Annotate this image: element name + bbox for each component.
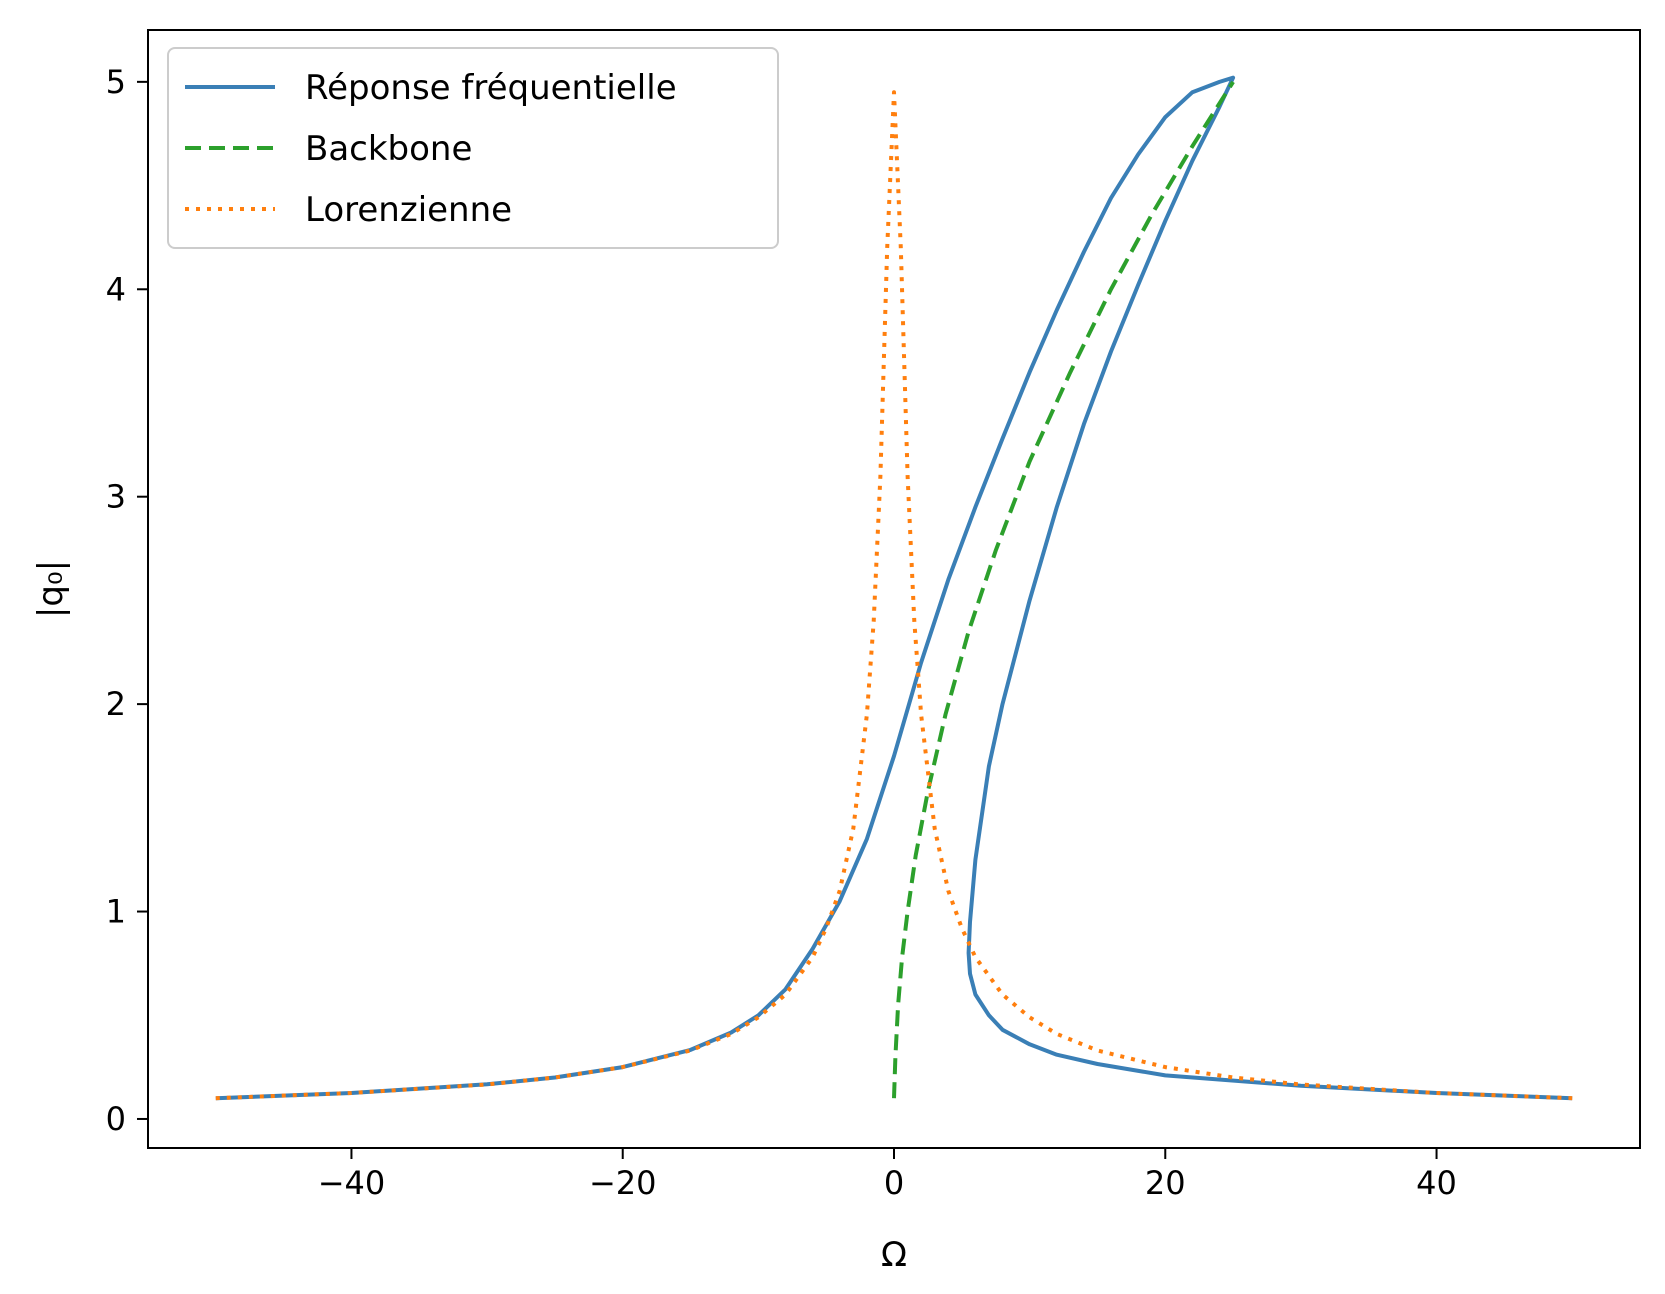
y-tick-label: 1 — [106, 893, 126, 931]
series-line-2 — [215, 90, 1573, 1101]
y-tick-label: 4 — [106, 270, 126, 308]
x-axis-label: Ω — [881, 1235, 907, 1275]
legend: Réponse fréquentielle Backbone Lorenzienne — [167, 47, 779, 249]
x-tick-label: 20 — [1145, 1164, 1186, 1202]
series-layer — [215, 75, 1573, 1101]
x-tick-label: −40 — [318, 1164, 386, 1202]
y-tick-label: 5 — [106, 63, 126, 101]
y-axis-label: |q₀| — [31, 560, 71, 618]
legend-label-1: Backbone — [305, 129, 472, 169]
legend-label-2: Lorenzienne — [305, 190, 512, 230]
legend-label-0: Réponse fréquentielle — [305, 68, 677, 108]
y-tick-label: 0 — [106, 1100, 126, 1138]
x-tick-label: 40 — [1416, 1164, 1457, 1202]
series-line-0 — [215, 75, 1573, 1101]
x-tick-label: 0 — [884, 1164, 904, 1202]
y-tick-label: 3 — [106, 478, 126, 516]
ticks-layer: −40 −20 0 20 40 0 1 2 3 4 5 — [106, 63, 1457, 1202]
legend-box — [167, 47, 779, 249]
y-tick-label: 2 — [106, 685, 126, 723]
x-tick-label: −20 — [589, 1164, 657, 1202]
